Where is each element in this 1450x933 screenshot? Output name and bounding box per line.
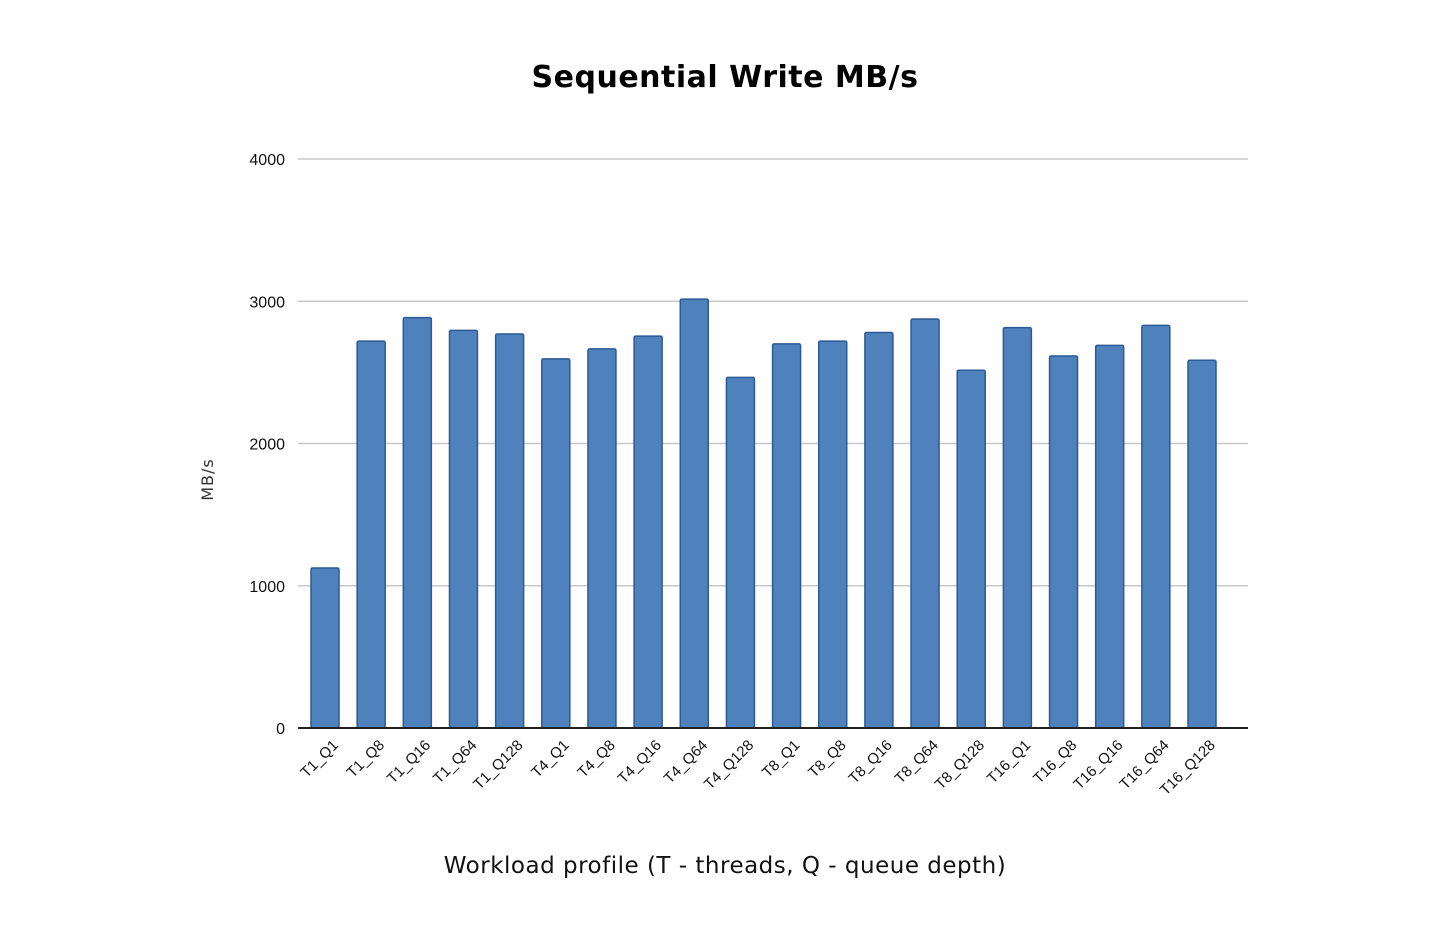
x-tick-label: T1_Q128 bbox=[470, 737, 526, 793]
y-tick-label: 2000 bbox=[249, 437, 285, 454]
y-tick-label: 0 bbox=[276, 721, 285, 738]
bar-T8_Q128 bbox=[956, 369, 986, 729]
x-tick-label: T4_Q16 bbox=[615, 737, 665, 787]
bar-T1_Q1 bbox=[310, 567, 340, 729]
x-tick-label: T8_Q16 bbox=[845, 737, 895, 787]
y-axis-title: MB/s bbox=[198, 458, 217, 501]
x-tick-label: T4_Q128 bbox=[701, 737, 757, 793]
bar-T16_Q64 bbox=[1141, 324, 1171, 729]
bar-T16_Q16 bbox=[1094, 344, 1125, 729]
x-tick-label: T8_Q8 bbox=[805, 737, 849, 781]
x-axis-title: Workload profile (T - threads, Q - queue… bbox=[443, 853, 1007, 879]
bar-T4_Q128 bbox=[725, 376, 756, 729]
bar-T1_Q16 bbox=[402, 316, 433, 729]
bar-T1_Q64 bbox=[448, 329, 479, 729]
y-tick-label: 1000 bbox=[249, 579, 285, 596]
bar-T8_Q16 bbox=[864, 331, 894, 729]
x-tick-label: T8_Q1 bbox=[759, 737, 803, 781]
x-tick-label: T16_Q1 bbox=[984, 737, 1034, 787]
bar-T8_Q64 bbox=[910, 318, 940, 729]
bar-T4_Q16 bbox=[633, 335, 663, 729]
bar-T4_Q1 bbox=[541, 358, 571, 729]
x-tick-label: T1_Q8 bbox=[344, 737, 388, 781]
bar-T1_Q128 bbox=[494, 333, 525, 729]
bar-T4_Q64 bbox=[679, 298, 710, 729]
x-tick-label: T4_Q1 bbox=[528, 737, 572, 781]
chart-title: Sequential Write MB/s bbox=[531, 60, 919, 95]
bar-T16_Q128 bbox=[1187, 359, 1217, 729]
y-axis-ticks: 0 1000 2000 3000 4000 bbox=[249, 152, 285, 738]
bars bbox=[310, 298, 1217, 729]
bar-T16_Q1 bbox=[1002, 326, 1033, 729]
x-tick-label: T16_Q16 bbox=[1070, 737, 1126, 793]
bar-T1_Q8 bbox=[356, 340, 386, 729]
x-tick-label: T8_Q128 bbox=[932, 737, 988, 793]
x-tick-label: T4_Q8 bbox=[574, 737, 618, 781]
x-tick-label: T1_Q1 bbox=[297, 737, 341, 781]
y-tick-label: 3000 bbox=[249, 294, 285, 311]
bar-T4_Q8 bbox=[587, 348, 617, 729]
bar-T16_Q8 bbox=[1048, 355, 1079, 729]
bar-T8_Q1 bbox=[771, 343, 802, 729]
x-tick-label: T1_Q16 bbox=[384, 737, 434, 787]
y-tick-label: 4000 bbox=[249, 152, 285, 169]
bar-T8_Q8 bbox=[817, 340, 848, 729]
